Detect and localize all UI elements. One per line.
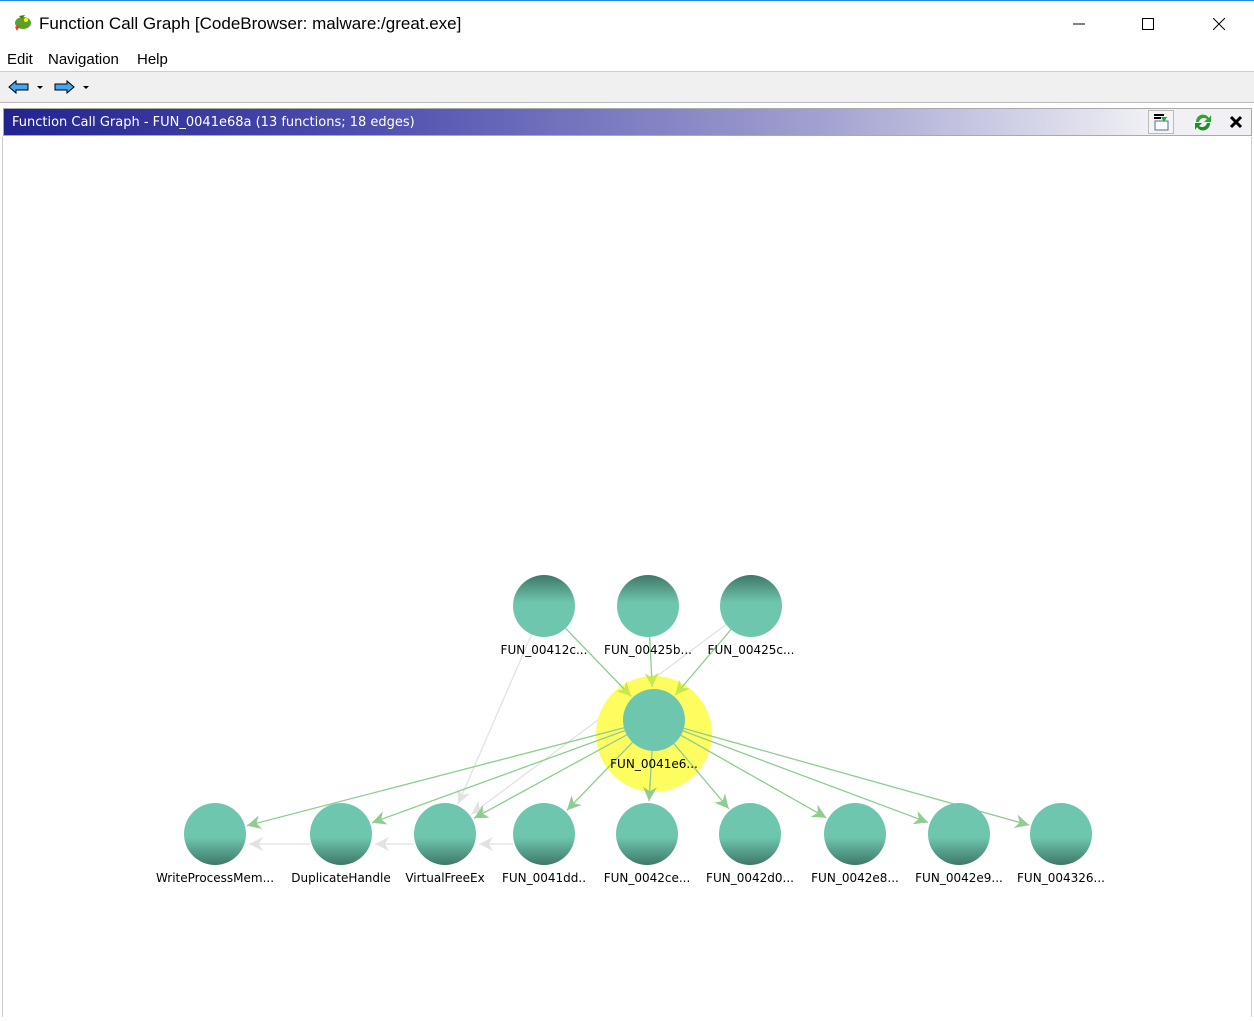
- function-node-label: FUN_0042d0...: [706, 871, 794, 885]
- graph-canvas[interactable]: FUN_00412c... FUN_00425b... FUN_00425c... W…: [3, 137, 1253, 1017]
- close-window-button[interactable]: [1196, 2, 1242, 46]
- edge-focus-to-callee: [473, 725, 644, 819]
- function-node-label: FUN_0041dd..: [502, 871, 586, 885]
- function-node[interactable]: [513, 575, 575, 637]
- function-node[interactable]: [720, 575, 782, 637]
- function-node[interactable]: [414, 803, 476, 865]
- menu-help[interactable]: Help: [137, 51, 168, 68]
- menu-edit[interactable]: Edit: [7, 51, 33, 68]
- panel-title: Function Call Graph - FUN_0041e68a (13 f…: [12, 115, 415, 130]
- function-node[interactable]: [719, 803, 781, 865]
- window-title: Function Call Graph [CodeBrowser: malwar…: [39, 14, 462, 33]
- minimize-button[interactable]: [1056, 2, 1102, 46]
- export-graph-icon: [1154, 114, 1169, 131]
- function-node[interactable]: [1030, 803, 1092, 865]
- function-node[interactable]: [928, 803, 990, 865]
- chevron-down-icon: [83, 86, 89, 89]
- close-icon: [1213, 18, 1225, 30]
- close-icon: [1229, 115, 1243, 129]
- function-call-graph[interactable]: FUN_00412c... FUN_00425b... FUN_00425c... W…: [2, 137, 1252, 1017]
- function-node-label: FUN_00412c...: [501, 643, 588, 657]
- back-button[interactable]: [8, 79, 48, 95]
- edge-focus-to-callee: [371, 723, 643, 825]
- function-node-label: DuplicateHandle: [291, 871, 391, 885]
- panel-header: Function Call Graph - FUN_0041e68a (13 f…: [3, 108, 1252, 136]
- edge-focus-to-callee: [246, 722, 643, 829]
- function-node[interactable]: [184, 803, 246, 865]
- function-node-label: VirtualFreeEx: [405, 871, 484, 885]
- menu-navigation[interactable]: Navigation: [48, 51, 119, 68]
- refresh-button[interactable]: [1190, 110, 1216, 134]
- function-node-label: FUN_0042e8...: [811, 871, 899, 885]
- function-node[interactable]: [310, 803, 372, 865]
- title-bar: Function Call Graph [CodeBrowser: malwar…: [0, 2, 1254, 46]
- close-panel-button[interactable]: [1223, 110, 1249, 134]
- edge-FUN_00412c...-to-VirtualFreeEx: [457, 617, 540, 804]
- chevron-down-icon: [37, 86, 43, 89]
- toolbar: [0, 71, 1254, 103]
- arrow-left-icon: [8, 79, 29, 95]
- function-node-label: FUN_0041e6...: [610, 757, 698, 771]
- function-node[interactable]: [623, 689, 685, 751]
- arrow-right-icon: [54, 79, 75, 95]
- maximize-button[interactable]: [1125, 2, 1171, 46]
- refresh-icon: [1195, 114, 1211, 131]
- edge-focus-to-callee: [664, 725, 827, 819]
- function-node[interactable]: [513, 803, 575, 865]
- function-node[interactable]: [617, 575, 679, 637]
- ghidra-dragon-icon: [15, 15, 31, 31]
- function-node[interactable]: [616, 803, 678, 865]
- function-node-label: FUN_004326...: [1017, 871, 1105, 885]
- function-node-label: WriteProcessMem...: [156, 871, 274, 885]
- function-node-label: FUN_0042ce...: [604, 871, 691, 885]
- function-node-label: FUN_00425b...: [604, 643, 692, 657]
- edge-focus-to-callee: [665, 723, 929, 825]
- function-node[interactable]: [824, 803, 886, 865]
- function-node-label: FUN_0042e9...: [915, 871, 1003, 885]
- menu-bar: Edit Navigation Help: [0, 47, 1254, 71]
- minimize-icon: [1073, 23, 1085, 25]
- function-node-label: FUN_00425c...: [708, 643, 795, 657]
- edge-focus-to-callee: [566, 728, 646, 811]
- edge-caller-to-focus: [552, 614, 632, 697]
- forward-button[interactable]: [54, 79, 94, 95]
- export-graph-button[interactable]: [1148, 110, 1174, 134]
- maximize-icon: [1142, 18, 1154, 30]
